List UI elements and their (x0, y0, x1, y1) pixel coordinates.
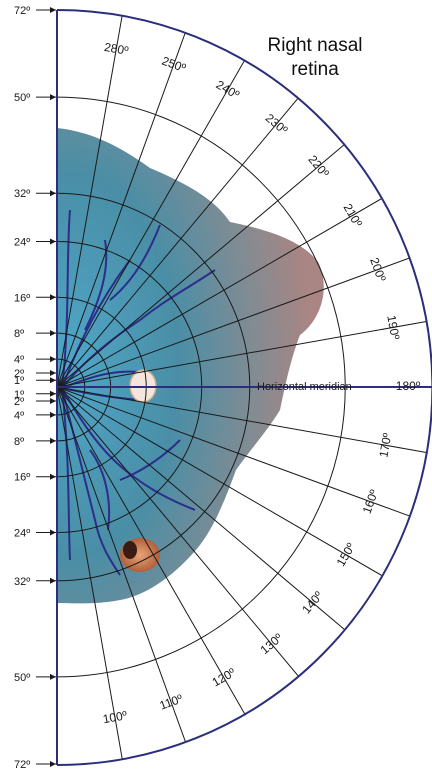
eccentricity-label-bottom-2: 2º (14, 396, 24, 408)
eccentricity-label-top-32: 32º (14, 188, 30, 200)
eccentricity-arrow-bottom-32 (50, 577, 56, 584)
eccentricity-label-bottom-8: 8º (14, 436, 24, 448)
eccentricity-label-bottom-32: 32º (14, 576, 30, 588)
meridian-label-190: 190º (384, 314, 402, 341)
meridian-line-190 (57, 317, 432, 388)
polar-grid (57, 10, 432, 765)
meridian-line-250 (57, 14, 193, 388)
meridian-line-150 (57, 386, 399, 586)
eccentricity-arrow-bottom-72 (50, 761, 56, 767)
eccentricity-arrow-top-4 (50, 356, 56, 363)
figure-title: Right nasal retina (240, 34, 390, 82)
lesion-core (123, 541, 137, 559)
eccentricity-arrow-bottom-16 (50, 473, 56, 480)
meridian-line-140 (57, 386, 359, 642)
eccentricity-arrow-bottom-24 (50, 529, 56, 536)
eccentricity-arrow-top-32 (50, 190, 56, 197)
eccentricity-label-bottom-50: 50º (14, 672, 30, 684)
meridian-label-120: 120º (210, 665, 239, 690)
eccentricity-label-top-24: 24º (14, 236, 30, 248)
eccentricity-arrow-bottom-50 (50, 673, 56, 680)
eccentricity-label-top-4: 4º (14, 354, 24, 366)
meridian-label-170: 170º (376, 431, 394, 458)
meridian-line-200 (57, 251, 428, 388)
title-line-2: retina (291, 59, 339, 80)
outer-boundary (56, 9, 432, 766)
eccentricity-label-bottom-4: 4º (14, 410, 24, 422)
meridian-line-220 (57, 132, 359, 388)
eccentricity-arrow-bottom-8 (50, 437, 56, 444)
meridian-label-100: 100º (102, 708, 129, 726)
meridian-label-260: 280º (103, 40, 130, 58)
eccentricity-arrow-bottom-2 (50, 397, 56, 404)
eccentricity-label-top-8: 8º (14, 328, 24, 340)
eccentricity-label-bottom-16: 16º (14, 472, 30, 484)
eccentricity-arrow-top-72 (50, 7, 56, 13)
eccentricity-arrow-bottom-1 (50, 390, 56, 397)
meridian-line-230 (57, 83, 311, 388)
meridian-label-140: 140º (299, 588, 326, 616)
eccentricity-label-top-72: 72º (14, 5, 30, 17)
meridian-line-170 (57, 386, 432, 457)
eccentricity-arrow-bottom-4 (50, 411, 56, 418)
meridian-label-240: 240º (214, 78, 243, 103)
meridian-label-210: 210º (341, 201, 366, 230)
meridian-label-150: 150º (334, 540, 359, 569)
eccentricity-label-top-2: 2º (14, 368, 24, 380)
eccentricity-arrow-top-24 (50, 238, 56, 245)
meridian-label-200: 200º (367, 256, 389, 284)
meridian-line-240 (57, 43, 255, 388)
meridian-label-250: 250º (160, 54, 188, 76)
meridian-label-220: 220º (305, 152, 332, 180)
meridian-line-260 (57, 10, 126, 388)
fundus-photo (57, 128, 324, 604)
meridian-label-130: 130º (258, 630, 286, 657)
meridian-line-100 (57, 386, 126, 765)
eccentricity-label-bottom-24: 24º (14, 528, 30, 540)
fundus-region (57, 128, 324, 604)
eccentricity-arrow-top-8 (50, 330, 56, 337)
meridian-label-110: 110º (158, 691, 185, 712)
eccentricity-label-bottom-72: 72º (14, 759, 30, 771)
eccentricity-arrow-top-50 (50, 94, 56, 101)
eccentricity-label-top-1: 1º (14, 375, 24, 387)
eccentricity-label-top-16: 16º (14, 292, 30, 304)
meridian-line-160 (57, 386, 428, 523)
eccentricity-label-bottom-1: 1º (14, 389, 24, 401)
meridian-line-210 (57, 188, 399, 388)
eccentricity-arrow-top-16 (50, 294, 56, 301)
eccentricity-label-top-50: 50º (14, 92, 30, 104)
eccentricity-arrow-top-2 (50, 370, 56, 377)
horizontal-meridian-label: Horizontal meridian (257, 381, 352, 393)
meridian-line-130 (57, 386, 311, 691)
meridian-label-230: 230º (263, 111, 291, 138)
eccentricity-arrow-top-1 (50, 377, 56, 384)
meridian-label-160: 160º (360, 487, 382, 515)
meridian-line-120 (57, 386, 255, 731)
title-line-1: Right nasal (267, 35, 363, 56)
eccentricity-labels: 72º50º32º24º16º8º4º2º1º1º2º4º8º16º24º32º… (14, 5, 56, 771)
meridian-label-180: 180º (396, 379, 421, 393)
meridian-line-110 (57, 386, 193, 760)
